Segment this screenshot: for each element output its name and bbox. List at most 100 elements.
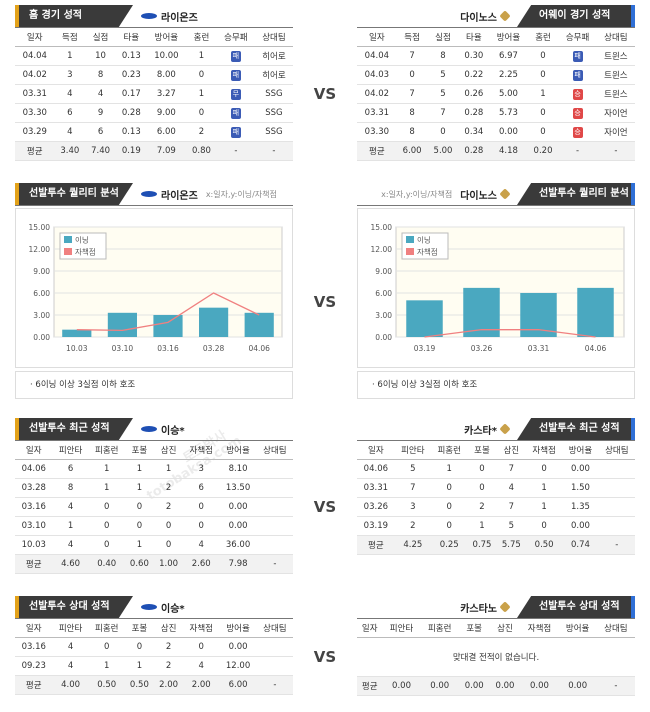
column-header: 방어율 (219, 441, 257, 460)
line (76, 292, 260, 332)
footnote: 6이닝 이상 3실점 이하 호조 (357, 371, 635, 399)
vs-label: VS (313, 293, 337, 311)
result-cell: 무 (216, 84, 255, 104)
cell: 1 (431, 459, 468, 479)
cell: 1 (88, 478, 125, 498)
cell: 03.29 (15, 122, 55, 142)
data-row: 04.02 7 5 0.26 5.00 1 승 트윈스 (357, 84, 635, 104)
bar (107, 312, 137, 337)
cell: 0.26 (458, 84, 490, 104)
cell: 1 (52, 516, 89, 536)
team-name: 라이온즈 (161, 190, 198, 202)
column-header: 포볼 (467, 441, 497, 460)
cell: 0.17 (115, 84, 147, 104)
x-tick-label: 03.16 (157, 344, 179, 353)
column-header: 홈런 (527, 28, 559, 47)
x-tick-label: 03.28 (203, 344, 225, 353)
cell: 0 (467, 459, 497, 479)
average-cell: 0.28 (458, 141, 490, 161)
average-cell: - (596, 141, 635, 161)
cell: 10 (85, 46, 116, 66)
result-icon: 패 (230, 126, 241, 138)
cell: 4 (52, 497, 89, 517)
cell (598, 497, 635, 517)
team: 이승* (141, 422, 185, 437)
average-cell: 7.40 (85, 141, 116, 161)
footnote: 6이닝 이상 3실점 이하 호조 (15, 371, 293, 399)
cell: 자이언 (596, 122, 635, 142)
cell: 09.23 (15, 656, 53, 676)
cell: 3 (183, 459, 220, 479)
y-tick-label: 15.00 (371, 223, 393, 232)
column-header: 상대팀 (256, 441, 293, 460)
panel: 선발투수 퀄리티 분석 라이온즈 x:일자,y:이닝/자책점 0.00 3.00 6.00… (15, 183, 293, 504)
cell: 9 (85, 103, 116, 123)
cell: 4 (52, 637, 89, 657)
column-header: 방어율 (146, 28, 187, 47)
cell: 1 (467, 516, 497, 536)
line (424, 329, 596, 338)
cell: 04.06 (15, 459, 53, 479)
cell: 0 (427, 122, 459, 142)
cell: 4 (183, 656, 220, 676)
average-cell: - (256, 675, 293, 695)
cell: 히어로 (254, 65, 293, 85)
cell (256, 535, 293, 555)
cell: 0 (525, 516, 563, 536)
average-row: 평균 4.25 0.25 0.75 5.75 0.50 0.74- (357, 535, 635, 555)
team-logo (499, 423, 511, 435)
cell: 03.16 (15, 637, 53, 657)
data-row: 03.16 4 0 0 2 0 0.00 (15, 497, 293, 517)
cell: 0.00 (489, 122, 528, 142)
cell (256, 459, 293, 479)
average-cell: 2.00 (153, 675, 184, 695)
average-cell: 0.80 (186, 141, 217, 161)
bar (244, 312, 274, 337)
cell: 6.97 (489, 46, 528, 66)
cell: 1 (88, 459, 125, 479)
result-cell: 승 (558, 84, 597, 104)
y-tick-label: 6.00 (33, 289, 50, 298)
cell: 1 (527, 84, 559, 104)
x-tick-label: 03.26 (471, 344, 493, 353)
panel-title: 어웨이 경기 성적 (517, 5, 635, 27)
cell: 1 (54, 46, 86, 66)
data-row: 03.10 1 0 0 0 0 0.00 (15, 516, 293, 536)
team: 이승* (141, 600, 185, 615)
cell: 8 (396, 103, 428, 123)
data-row: 04.04 7 8 0.30 6.97 0 패 트윈스 (357, 46, 635, 66)
empty-message: 맞대결 전적이 없습니다. (357, 637, 635, 677)
column-header: 피홈런 (420, 619, 459, 638)
y-tick-label: 15.00 (29, 223, 51, 232)
cell: 0 (527, 103, 559, 123)
average-cell: 평균 (15, 554, 53, 574)
cell: 0 (153, 535, 184, 555)
data-row: 03.31 4 4 0.17 3.27 1 무 SSG (15, 84, 293, 104)
y-tick-label: 9.00 (33, 267, 50, 276)
panel: 선발투수 최근 성적 이승* 일자 피안타 피홈런 포볼 삼진 자책점 방어율 상대팀 04.06 6… (15, 418, 293, 574)
x-tick-label: 03.31 (528, 344, 550, 353)
cell: 0.23 (115, 65, 147, 85)
chart: 0.00 3.00 6.00 9.00 12.00 15.00 10.03 03.10 03.1… (29, 223, 283, 353)
cell: 4 (496, 478, 526, 498)
cell: 1 (124, 535, 154, 555)
cell: 7 (496, 459, 526, 479)
result-cell: 패 (216, 103, 255, 123)
average-cell: 0.20 (527, 141, 559, 161)
stats-table: 일자 피안타 피홈런 포볼 삼진 자책점 방어율 상대팀 03.16 4 0 0 2 0 0.00 09.23… (15, 619, 293, 695)
y-tick-label: 3.00 (375, 311, 392, 320)
bar (463, 287, 500, 337)
average-cell: 0.25 (431, 535, 468, 555)
x-tick-label: 04.06 (585, 344, 607, 353)
average-cell: 2.00 (183, 675, 220, 695)
cell: 트윈스 (596, 65, 635, 85)
result-icon: 승 (572, 88, 583, 100)
average-cell: 0.50 (88, 675, 125, 695)
stats-table: 일자 피안타 피홈런 포볼 삼진 자책점 방어율 상대팀 04.06 6 1 1 1 3 8.10 03.28… (15, 441, 293, 574)
cell: 0 (124, 497, 154, 517)
panel: 선발투수 퀄리티 분석 다이노스 x:일자,y:이닝/자책점 0.00 3.00 6.00… (357, 183, 635, 399)
column-header: 승무패 (558, 28, 597, 47)
team-logo (141, 191, 157, 197)
column-header: 포볼 (124, 619, 154, 638)
cell: 04.04 (357, 46, 397, 66)
